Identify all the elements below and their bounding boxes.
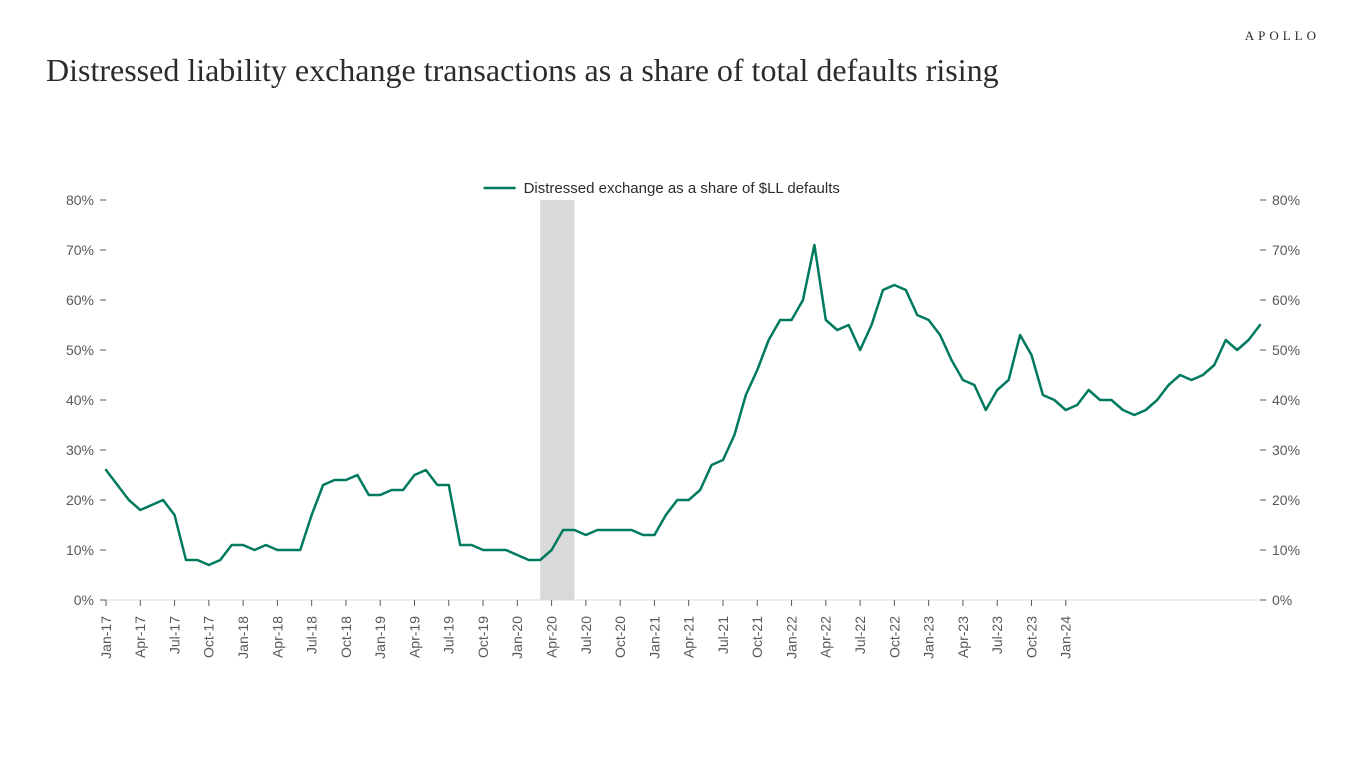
brand: APOLLO [1245, 28, 1320, 44]
svg-text:Apr-19: Apr-19 [406, 616, 422, 658]
svg-text:Apr-20: Apr-20 [544, 616, 560, 658]
svg-text:80%: 80% [1272, 192, 1300, 208]
svg-text:50%: 50% [66, 342, 94, 358]
svg-text:Oct-17: Oct-17 [201, 616, 217, 658]
svg-text:30%: 30% [66, 442, 94, 458]
svg-text:Jan-22: Jan-22 [783, 616, 799, 659]
svg-text:Jul-20: Jul-20 [578, 616, 594, 654]
svg-text:Jan-17: Jan-17 [98, 616, 114, 659]
svg-text:Oct-19: Oct-19 [475, 616, 491, 658]
svg-text:40%: 40% [66, 392, 94, 408]
svg-text:70%: 70% [66, 242, 94, 258]
svg-text:60%: 60% [1272, 292, 1300, 308]
svg-text:Oct-22: Oct-22 [886, 616, 902, 658]
svg-text:80%: 80% [66, 192, 94, 208]
svg-text:40%: 40% [1272, 392, 1300, 408]
svg-text:60%: 60% [66, 292, 94, 308]
svg-text:Distressed exchange as a share: Distressed exchange as a share of $LL de… [524, 180, 840, 197]
svg-text:Jan-24: Jan-24 [1058, 616, 1074, 659]
svg-text:Apr-23: Apr-23 [955, 616, 971, 658]
svg-text:30%: 30% [1272, 442, 1300, 458]
svg-text:Jul-19: Jul-19 [441, 616, 457, 654]
svg-text:Jul-22: Jul-22 [852, 616, 868, 654]
svg-text:50%: 50% [1272, 342, 1300, 358]
line-chart: 0% 0% 10% 10% 20% 20% 30% 30% 40% 40% 50% 50% 60% 60%… [46, 170, 1320, 710]
svg-text:Jan-18: Jan-18 [235, 616, 251, 659]
svg-text:Jul-21: Jul-21 [715, 616, 731, 654]
svg-text:Jan-23: Jan-23 [921, 616, 937, 659]
svg-text:Oct-20: Oct-20 [612, 616, 628, 658]
svg-text:10%: 10% [1272, 542, 1300, 558]
chart-title: Distressed liability exchange transactio… [46, 52, 999, 89]
chart-container: 0% 0% 10% 10% 20% 20% 30% 30% 40% 40% 50% 50% 60% 60%… [46, 170, 1320, 710]
svg-text:20%: 20% [1272, 492, 1300, 508]
svg-text:Jul-23: Jul-23 [989, 616, 1005, 654]
svg-text:20%: 20% [66, 492, 94, 508]
svg-text:Apr-17: Apr-17 [132, 616, 148, 658]
svg-text:0%: 0% [1272, 592, 1292, 608]
svg-text:10%: 10% [66, 542, 94, 558]
svg-text:Oct-21: Oct-21 [749, 616, 765, 658]
svg-text:0%: 0% [74, 592, 94, 608]
svg-text:Jan-19: Jan-19 [372, 616, 388, 659]
svg-text:Apr-18: Apr-18 [269, 616, 285, 658]
svg-text:Oct-18: Oct-18 [338, 616, 354, 658]
svg-text:Apr-22: Apr-22 [818, 616, 834, 658]
svg-text:Jul-17: Jul-17 [166, 616, 182, 654]
svg-text:Jan-20: Jan-20 [509, 616, 525, 659]
svg-text:70%: 70% [1272, 242, 1300, 258]
svg-text:Jul-18: Jul-18 [304, 616, 320, 654]
svg-text:Oct-23: Oct-23 [1023, 616, 1039, 658]
svg-text:Apr-21: Apr-21 [681, 616, 697, 658]
svg-text:Jan-21: Jan-21 [646, 616, 662, 659]
